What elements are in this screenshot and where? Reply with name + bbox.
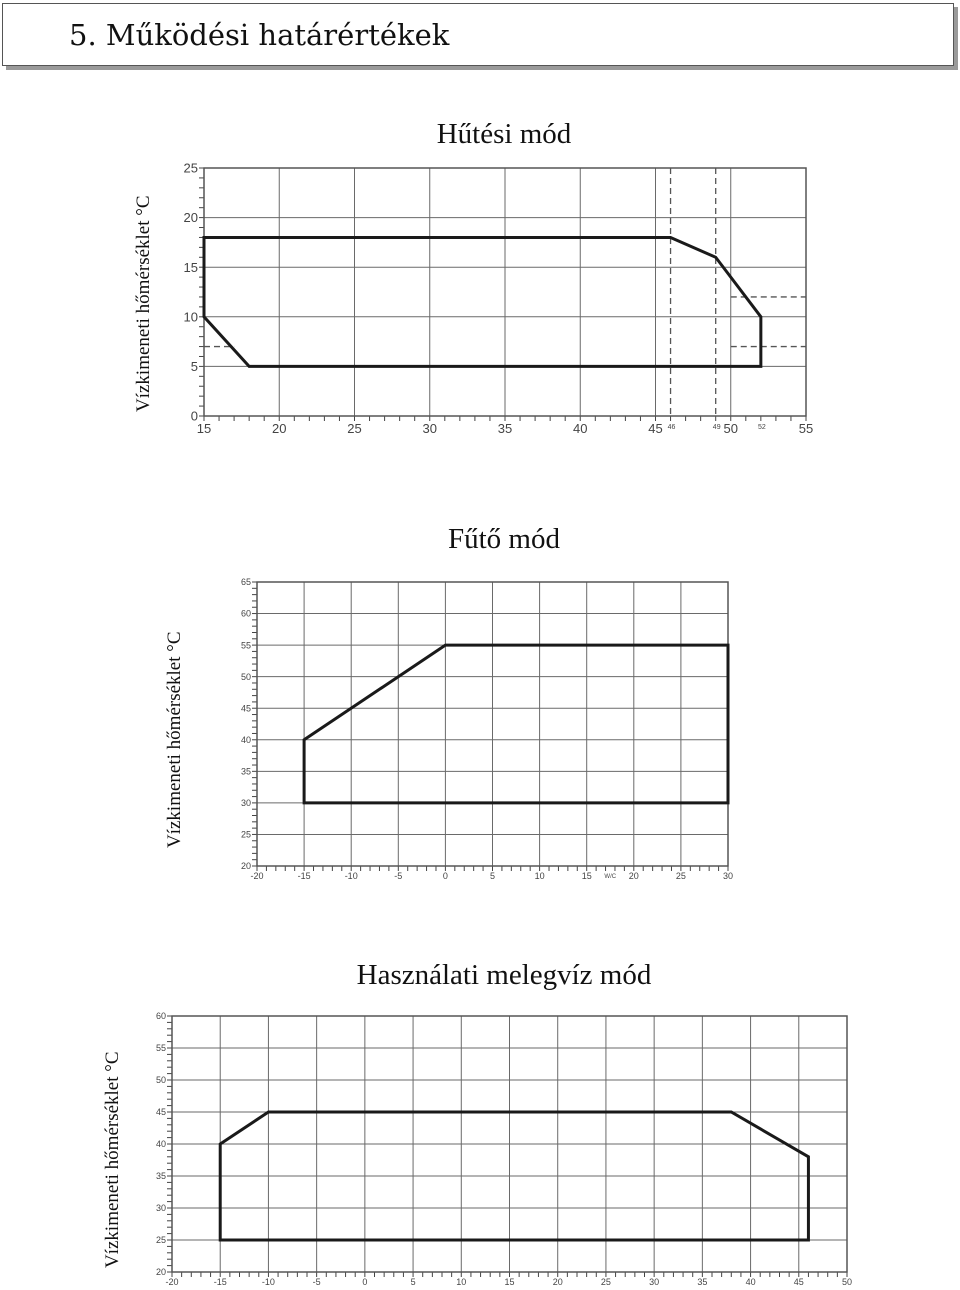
y-tick-label: 30 [156,1203,166,1213]
operating-envelope [218,1110,810,1242]
y-tick-label: 55 [156,1043,166,1053]
x-tick-label: -5 [394,871,402,881]
section-header: 5. Működési határértékek [2,3,954,66]
x-tick-label: 45 [648,421,662,436]
x-tick-label: 20 [272,421,286,436]
x-tick-label: -20 [250,871,263,881]
x-minor-tick-label: 52 [758,424,766,431]
y-tick-label: 0 [191,409,198,424]
x-tick-label: 35 [697,1277,707,1287]
x-minor-tick-label: 46 [668,424,676,431]
y-tick-label: 40 [241,735,251,745]
y-tick-label: 65 [241,577,251,587]
y-tick-label: 15 [184,260,198,275]
y-tick-label: 20 [241,861,251,871]
x-tick-label: -20 [165,1277,178,1287]
x-tick-label: 0 [443,871,448,881]
y-tick-label: 35 [156,1171,166,1181]
chart-title-cooling: Hűtési mód [436,118,572,150]
y-tick-label: 55 [241,640,251,650]
x-tick-label: 25 [347,421,361,436]
x-tick-label: 55 [799,421,813,436]
y-tick-label: 25 [184,161,198,176]
x-tick-label: -15 [298,871,311,881]
y-tick-label: 25 [156,1235,166,1245]
chart-dhw: -20 -15 -10 -5 0 5 10 15 20 25 30 35 40 45 50 20 25 30 35 4… [156,1011,852,1287]
y-tick-label: 20 [184,210,198,225]
x-unit-label: W/C [604,874,616,880]
y-tick-label: 60 [241,609,251,619]
y-axis-label-heating: Vízkimeneti hőmérséklet °C [164,631,185,848]
x-tick-label: -10 [345,871,358,881]
x-tick-label: 45 [794,1277,804,1287]
operating-envelope [302,643,730,805]
x-tick-label: -5 [313,1277,321,1287]
x-tick-label: 10 [456,1277,466,1287]
y-tick-label: 40 [156,1139,166,1149]
x-tick-label: 15 [197,421,211,436]
y-tick-label: 45 [241,703,251,713]
y-tick-label: 25 [241,830,251,840]
y-tick-label: 50 [241,672,251,682]
x-tick-label: 5 [411,1277,416,1287]
y-tick-label: 20 [156,1267,166,1277]
y-tick-label: 60 [156,1011,166,1021]
x-tick-label: 20 [629,871,639,881]
y-tick-label: 45 [156,1107,166,1117]
chart-cooling: 15 20 25 30 35 40 45 50 55 0 5 10 15 20 25 46 49 52 [184,161,814,436]
x-tick-label: 10 [535,871,545,881]
x-tick-label: 40 [573,421,587,436]
x-tick-label: 20 [553,1277,563,1287]
y-tick-label: 10 [184,309,198,324]
y-axis-label-cooling: Vízkimeneti hőmérséklet °C [133,195,154,412]
y-tick-label: 50 [156,1075,166,1085]
plot-border [171,1015,848,1273]
x-tick-label: 50 [842,1277,852,1287]
y-axis-label-dhw: Vízkimeneti hőmérséklet °C [102,1051,123,1268]
x-tick-label: 15 [582,871,592,881]
x-tick-label: 50 [724,421,738,436]
x-tick-label: -15 [214,1277,227,1287]
chart-title-dhw: Használati melegvíz mód [356,959,652,991]
x-tick-label: 25 [601,1277,611,1287]
x-tick-label: 30 [423,421,437,436]
x-tick-label: 40 [746,1277,756,1287]
x-tick-label: 30 [723,871,733,881]
x-tick-label: 30 [649,1277,659,1287]
section-title: 5. Működési határértékek [69,18,450,52]
x-tick-label: 15 [504,1277,514,1287]
x-tick-label: 35 [498,421,512,436]
x-tick-label: -10 [262,1277,275,1287]
y-tick-label: 5 [191,359,198,374]
operating-envelope [202,235,763,368]
y-tick-label: 35 [241,766,251,776]
x-tick-label: 25 [676,871,686,881]
chart-heating: -20 -15 -10 -5 0 5 10 15 20 25 30 20 25 30 35 40 45 50 55 6… [241,577,733,881]
x-tick-label: 0 [362,1277,367,1287]
x-minor-tick-label: 49 [713,424,721,431]
y-tick-label: 30 [241,798,251,808]
chart-title-heating: Fűtő mód [448,523,560,555]
x-tick-label: 5 [490,871,495,881]
